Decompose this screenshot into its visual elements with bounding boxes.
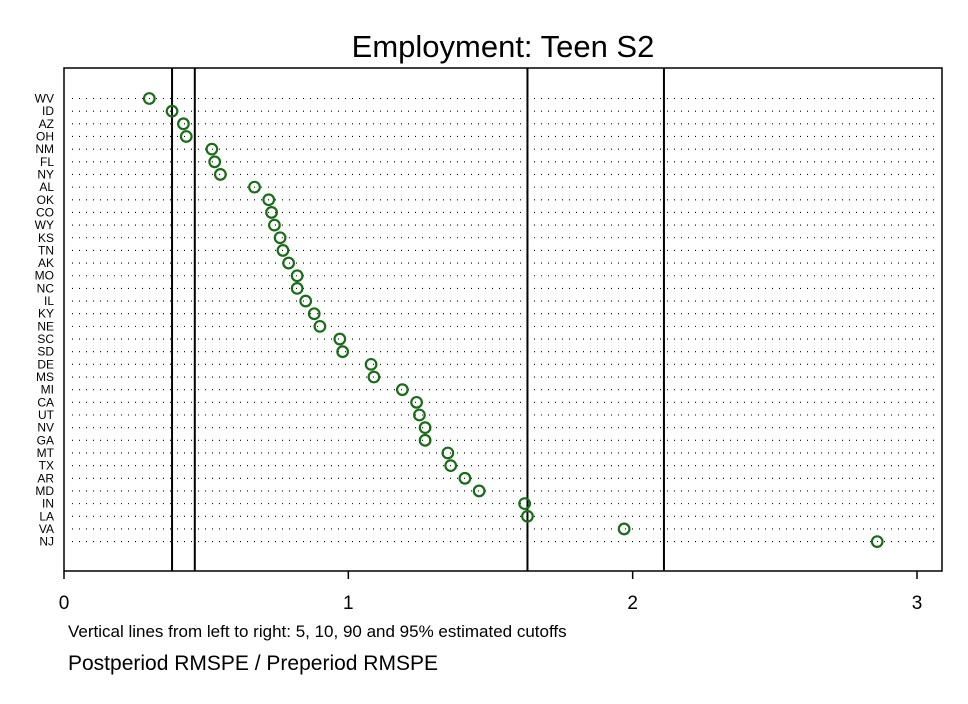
state-label: AL xyxy=(39,180,54,194)
data-point xyxy=(458,471,472,485)
state-label: OK xyxy=(37,193,54,207)
data-point xyxy=(413,408,426,422)
state-label: LA xyxy=(39,509,54,523)
x-tick-label: 1 xyxy=(343,593,354,614)
state-label: MT xyxy=(37,446,55,460)
state-label: WY xyxy=(35,218,54,232)
state-label: TX xyxy=(39,459,54,473)
markers xyxy=(142,92,884,548)
chart-title: Employment: Teen S2 xyxy=(352,29,655,64)
data-point xyxy=(617,522,631,536)
state-label: SC xyxy=(37,332,54,346)
state-label: AZ xyxy=(39,117,54,131)
data-point xyxy=(213,168,227,181)
data-point xyxy=(333,332,347,346)
data-point xyxy=(268,218,281,232)
state-label: WV xyxy=(35,92,54,106)
data-point xyxy=(177,117,190,131)
data-point xyxy=(418,433,432,447)
cutoff-lines xyxy=(171,68,665,571)
data-point xyxy=(208,155,222,169)
data-point xyxy=(282,256,296,270)
state-label: NJ xyxy=(39,535,54,549)
x-tick-label: 0 xyxy=(59,593,70,614)
data-point xyxy=(248,180,261,194)
data-point xyxy=(142,92,156,105)
state-label: MO xyxy=(35,269,54,283)
state-label: NY xyxy=(37,167,54,181)
state-label: DE xyxy=(37,357,54,371)
x-tick-label: 2 xyxy=(627,593,638,614)
state-label: FL xyxy=(40,155,54,169)
state-label: TN xyxy=(38,243,54,257)
data-point xyxy=(418,421,432,435)
state-label: MI xyxy=(41,383,54,397)
data-point xyxy=(472,484,486,498)
data-point xyxy=(265,206,278,219)
x-axis-label: Postperiod RMSPE / Preperiod RMSPE xyxy=(68,652,438,675)
state-label: NE xyxy=(37,319,54,333)
data-point xyxy=(262,193,276,207)
state-labels: WVIDAZOHNMFLNYALOKCOWYKSTNAKMONCILKYNESC… xyxy=(35,92,55,549)
data-point xyxy=(444,459,458,473)
state-label: GA xyxy=(37,433,54,447)
plot-frame xyxy=(63,67,943,572)
state-label: AK xyxy=(38,256,54,270)
data-point xyxy=(165,104,179,118)
data-point xyxy=(364,357,378,371)
state-label: UT xyxy=(38,408,55,422)
data-point xyxy=(290,282,304,295)
data-point xyxy=(307,307,321,321)
data-point xyxy=(521,509,534,523)
data-point xyxy=(276,244,290,257)
data-point xyxy=(870,535,884,548)
data-point xyxy=(205,142,219,156)
data-point xyxy=(273,231,287,245)
state-label: SD xyxy=(37,345,54,359)
state-label: KY xyxy=(38,307,54,321)
cutoff-note: Vertical lines from left to right: 5, 10… xyxy=(68,622,567,641)
state-label: MD xyxy=(35,484,54,498)
data-point xyxy=(395,383,409,397)
data-point xyxy=(179,130,193,143)
data-point xyxy=(367,370,381,384)
x-tick-label: 3 xyxy=(912,593,923,614)
state-label: NC xyxy=(37,281,55,295)
dot-guides xyxy=(72,97,938,543)
state-label: KS xyxy=(38,231,54,245)
state-label: MS xyxy=(36,370,54,384)
data-point xyxy=(299,294,313,308)
state-label: OH xyxy=(36,129,54,143)
data-point xyxy=(313,319,327,333)
data-point xyxy=(518,497,532,511)
state-label: AR xyxy=(37,471,54,485)
state-label: VA xyxy=(39,522,54,536)
data-point xyxy=(290,269,304,283)
state-label: ID xyxy=(42,104,54,118)
data-point xyxy=(410,395,423,409)
data-point xyxy=(441,446,455,460)
state-label: IL xyxy=(44,294,54,308)
state-label: IN xyxy=(42,497,54,511)
state-label: NM xyxy=(35,142,54,156)
state-label: CA xyxy=(37,395,54,409)
x-axis: 0 1 2 3 xyxy=(59,571,923,614)
state-label: CO xyxy=(36,205,54,219)
data-point xyxy=(336,345,350,359)
state-label: NV xyxy=(37,421,54,435)
